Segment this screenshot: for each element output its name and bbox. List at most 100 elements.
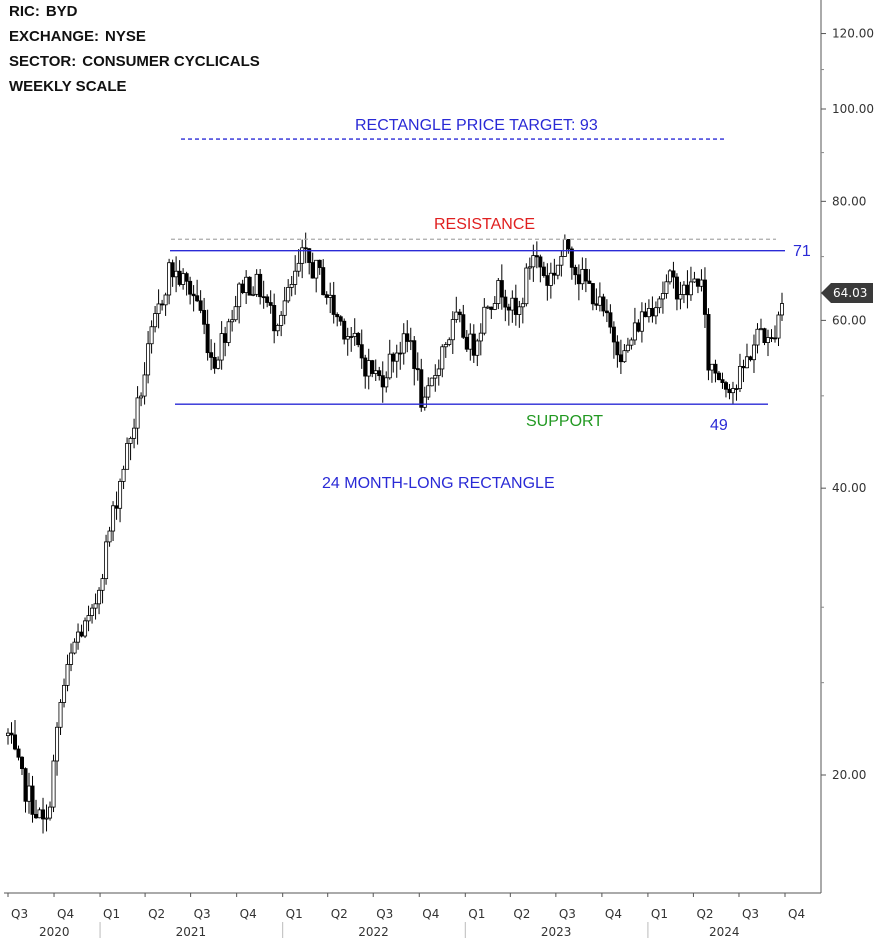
candle-body	[461, 314, 466, 338]
x-quarter-label: Q1	[468, 907, 485, 921]
candle-body	[107, 530, 112, 543]
candle-body	[653, 307, 658, 317]
candle-body	[314, 259, 319, 279]
ric-value: BYD	[45, 3, 78, 20]
x-quarter-label: Q2	[513, 907, 530, 921]
candle-body	[97, 589, 102, 605]
candle-body	[520, 303, 525, 308]
candle-body	[548, 272, 553, 286]
candle-body	[401, 333, 406, 354]
candle-body	[454, 311, 459, 320]
candle-body	[391, 353, 396, 362]
x-quarter-label: Q3	[194, 907, 211, 921]
candle-body	[265, 296, 270, 303]
candle-body	[751, 344, 756, 361]
candle-body	[573, 266, 578, 276]
candle-body	[296, 262, 301, 272]
candle-body	[128, 437, 133, 444]
candle-body	[566, 239, 571, 250]
candle-body	[713, 363, 718, 374]
candle-body	[230, 319, 235, 323]
candle-body	[478, 332, 483, 342]
candle-body	[139, 395, 144, 399]
candle-body	[51, 760, 56, 808]
candle-body	[62, 684, 67, 703]
candle-body	[433, 375, 438, 379]
candle-body	[716, 372, 721, 381]
candle-body	[135, 397, 140, 429]
x-quarter-label: Q2	[696, 907, 713, 921]
x-quarter-label: Q3	[11, 907, 28, 921]
candle-body	[188, 280, 193, 295]
candle-body	[475, 340, 480, 356]
candle-body	[86, 615, 91, 622]
candle-body	[590, 283, 595, 305]
y-tick-label: 60.00	[832, 313, 866, 327]
candle-body	[580, 268, 585, 285]
candle-body	[429, 377, 434, 387]
x-quarter-label: Q4	[57, 907, 74, 921]
candle-body	[153, 313, 158, 328]
sector-label: SECTOR:	[9, 53, 77, 70]
x-quarter-label: Q1	[103, 907, 120, 921]
candle-body	[223, 333, 228, 343]
candle-body	[734, 388, 739, 390]
candle-body	[608, 312, 613, 328]
y-tick-label: 80.00	[832, 194, 866, 208]
candle-body	[737, 365, 742, 389]
candle-body	[279, 314, 284, 326]
candle-body	[643, 311, 648, 318]
candle-body	[359, 344, 364, 359]
x-quarter-label: Q1	[286, 907, 303, 921]
x-quarter-label: Q4	[788, 907, 805, 921]
candle-body	[625, 344, 630, 352]
candle-body	[702, 279, 707, 315]
candle-body	[41, 809, 46, 820]
candle-body	[6, 732, 11, 736]
exchange-value: NYSE	[105, 28, 146, 45]
candle-body	[16, 748, 21, 758]
candle-body	[121, 468, 126, 482]
candle-body	[219, 333, 224, 361]
candle-body	[706, 314, 711, 371]
candle-body	[450, 319, 455, 341]
candle-body	[170, 262, 175, 278]
candle-body	[184, 273, 189, 282]
candle-body	[331, 294, 336, 315]
candle-body	[772, 337, 777, 340]
candle-body	[76, 631, 81, 643]
x-quarter-label: Q4	[605, 907, 622, 921]
candle-body	[69, 652, 74, 665]
candle-body	[356, 332, 361, 346]
candle-body	[20, 756, 25, 769]
candle-body	[307, 248, 312, 263]
x-year-label: 2022	[358, 925, 389, 938]
candle-body	[720, 379, 725, 383]
candle-body	[674, 276, 679, 300]
candle-body	[657, 298, 662, 309]
candle-body	[342, 320, 347, 340]
candle-body	[181, 273, 186, 285]
candle-body	[251, 293, 256, 296]
candle-body	[583, 268, 588, 282]
candle-body	[618, 354, 623, 363]
support-label: SUPPORT	[526, 413, 604, 430]
candle-body	[90, 607, 95, 616]
candle-body	[744, 356, 749, 369]
candle-body	[492, 303, 497, 310]
candle-body	[489, 306, 494, 310]
candle-body	[48, 806, 53, 819]
candle-body	[443, 344, 448, 348]
candle-body	[132, 427, 137, 439]
candle-body	[636, 322, 641, 332]
candle-body	[258, 273, 263, 298]
candle-body	[226, 321, 231, 343]
candle-body	[440, 346, 445, 370]
candle-body	[237, 283, 242, 308]
candle-body	[510, 297, 515, 311]
y-tick-label: 40.00	[832, 481, 866, 495]
resistance-value-label: 71	[793, 243, 811, 260]
candle-body	[576, 274, 581, 285]
candles	[6, 232, 784, 834]
candle-body	[118, 481, 123, 509]
